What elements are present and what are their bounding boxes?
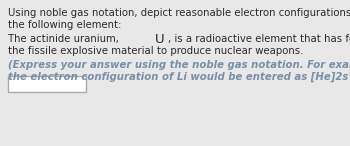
Text: U: U	[155, 33, 165, 46]
Text: Using noble gas notation, depict reasonable electron configurations for: Using noble gas notation, depict reasona…	[8, 8, 350, 18]
FancyBboxPatch shape	[8, 76, 86, 92]
Text: , is a radioactive element that has found use as: , is a radioactive element that has foun…	[168, 34, 350, 44]
Text: The actinide uranium,: The actinide uranium,	[8, 34, 122, 44]
Text: the following element:: the following element:	[8, 20, 121, 30]
Text: (Express your answer using the noble gas notation. For example,: (Express your answer using the noble gas…	[8, 60, 350, 70]
Text: the electron configuration of Li would be entered as [He]2s¹.): the electron configuration of Li would b…	[8, 72, 350, 82]
Text: the fissile explosive material to produce nuclear weapons.: the fissile explosive material to produc…	[8, 46, 303, 56]
